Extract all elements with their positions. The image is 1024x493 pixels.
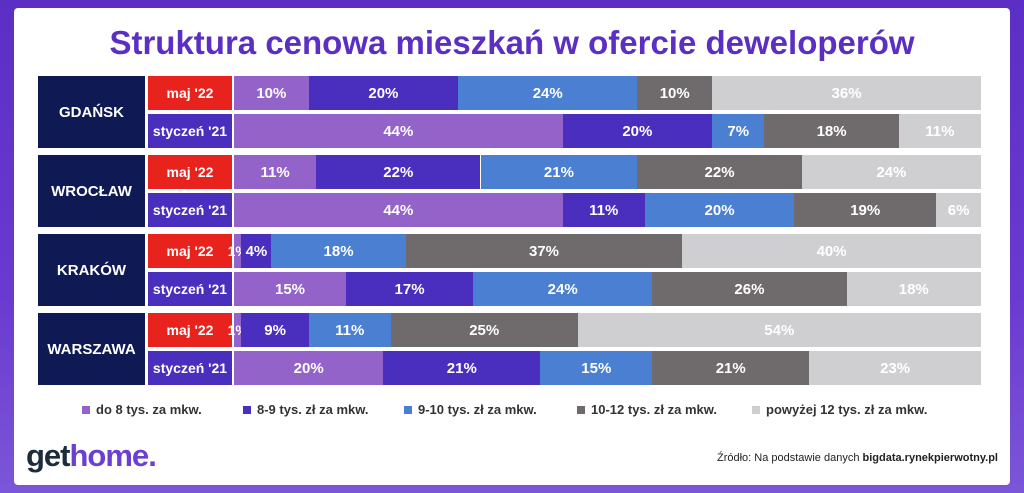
bar-segment: 24%: [801, 155, 981, 189]
bar-segment: 11%: [898, 114, 981, 148]
bar-segment: 19%: [794, 193, 937, 227]
logo-part-get: get: [26, 438, 70, 473]
bar-segment: 15%: [540, 351, 653, 385]
period-label: styczeń '21: [148, 114, 232, 148]
legend-label: 8-9 tys. zł za mkw.: [257, 402, 369, 417]
bar-segment: 40%: [682, 234, 981, 268]
bar-segment: 37%: [405, 234, 683, 268]
bar-segment: 7%: [712, 114, 765, 148]
legend-swatch: [404, 405, 412, 414]
source-link[interactable]: bigdata.rynekpierwotny.pl: [862, 452, 999, 464]
bar-segment: 11%: [308, 313, 391, 347]
period-label: maj '22: [148, 155, 232, 189]
bar-segment: 4%: [241, 234, 272, 268]
legend-label: powyżej 12 tys. zł za mkw.: [766, 402, 928, 417]
source-prefix: Źródło: Na podstawie danych: [716, 452, 863, 464]
source-note: Źródło: Na podstawie danych bigdata.ryne…: [717, 452, 998, 464]
bar-segment: 21%: [480, 155, 638, 189]
bar-segment: 1%: [228, 313, 248, 347]
bar-segment: 44%: [234, 114, 563, 148]
period-label: styczeń '21: [148, 351, 232, 385]
legend-swatch: [577, 405, 585, 414]
legend-label: do 8 tys. za mkw.: [96, 402, 202, 417]
bar-segment: 11%: [234, 155, 317, 189]
legend-item: do 8 tys. za mkw.: [82, 402, 202, 417]
bar-segment: 44%: [234, 193, 563, 227]
bar-segment: 18%: [764, 114, 899, 148]
legend-label: 9-10 tys. zł za mkw.: [418, 402, 537, 417]
legend-swatch: [82, 405, 90, 414]
bar-segment: 20%: [644, 193, 795, 227]
gethome-logo[interactable]: gethome.: [26, 438, 157, 474]
city-label: GDAŃSK: [38, 76, 145, 148]
bar-segment: 23%: [809, 351, 981, 385]
bar-segment: 18%: [271, 234, 406, 268]
legend-swatch: [752, 405, 760, 414]
period-label: styczeń '21: [148, 272, 232, 306]
city-label: WROCŁAW: [38, 155, 145, 227]
bar-segment: 36%: [712, 76, 981, 110]
bar-segment: 20%: [234, 351, 384, 385]
bar-segment: 24%: [458, 76, 638, 110]
bar-segment: 10%: [637, 76, 713, 110]
bar-segment: 26%: [652, 272, 847, 306]
legend-swatch: [243, 405, 251, 414]
bar-segment: 1%: [228, 234, 248, 268]
city-label: WARSZAWA: [38, 313, 145, 385]
legend-item: 10-12 tys. zł za mkw.: [577, 402, 717, 417]
bar-segment: 15%: [234, 272, 347, 306]
bar-segment: 20%: [562, 114, 713, 148]
chart-title: Struktura cenowa mieszkań w ofercie dewe…: [109, 24, 915, 61]
bar-segment: 18%: [846, 272, 981, 306]
bar-segment: 17%: [346, 272, 474, 306]
bar-segment: 9%: [241, 313, 309, 347]
city-label: KRAKÓW: [38, 234, 145, 306]
period-label: maj '22: [148, 234, 232, 268]
legend-item: 9-10 tys. zł za mkw.: [404, 402, 537, 417]
bar-segment: 10%: [234, 76, 309, 110]
chart-legend: do 8 tys. za mkw. 8-9 tys. zł za mkw. 9-10…: [0, 402, 1024, 420]
bar-segment: 21%: [383, 351, 541, 385]
logo-part-home: home: [69, 438, 150, 473]
legend-item: 8-9 tys. zł za mkw.: [243, 402, 369, 417]
bar-segment: 21%: [652, 351, 810, 385]
bar-segment: 54%: [577, 313, 981, 347]
period-label: styczeń '21: [148, 193, 232, 227]
bar-segment: 22%: [316, 155, 481, 189]
period-label: maj '22: [148, 76, 232, 110]
period-label: maj '22: [148, 313, 232, 347]
bar-segment: 6%: [936, 193, 981, 227]
legend-label: 10-12 tys. zł za mkw.: [591, 402, 717, 417]
bar-segment: 11%: [562, 193, 645, 227]
logo-dot: .: [148, 438, 157, 473]
bar-segment: 25%: [390, 313, 578, 347]
legend-item: powyżej 12 tys. zł za mkw.: [752, 402, 927, 417]
bar-segment: 22%: [637, 155, 802, 189]
bar-segment: 24%: [473, 272, 653, 306]
bar-segment: 20%: [308, 76, 459, 110]
